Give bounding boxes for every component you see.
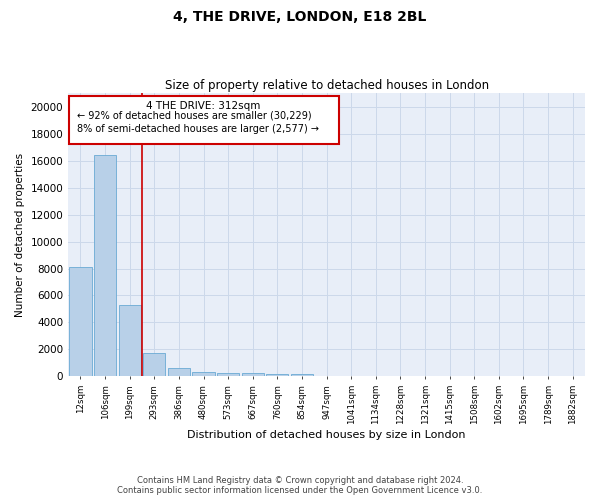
Bar: [70, 96, 339, 144]
Y-axis label: Number of detached properties: Number of detached properties: [15, 152, 25, 317]
Text: ← 92% of detached houses are smaller (30,229): ← 92% of detached houses are smaller (30…: [77, 110, 311, 120]
Text: Contains HM Land Registry data © Crown copyright and database right 2024.
Contai: Contains HM Land Registry data © Crown c…: [118, 476, 482, 495]
Bar: [242, 374, 264, 376]
Text: 8% of semi-detached houses are larger (2,577) →: 8% of semi-detached houses are larger (2…: [77, 124, 319, 134]
Text: 4 THE DRIVE: 312sqm: 4 THE DRIVE: 312sqm: [146, 102, 261, 112]
Bar: [143, 353, 166, 376]
Bar: [94, 155, 116, 376]
Bar: [266, 374, 289, 376]
Bar: [291, 374, 313, 376]
Bar: [193, 372, 215, 376]
Bar: [217, 372, 239, 376]
Bar: [168, 368, 190, 376]
X-axis label: Distribution of detached houses by size in London: Distribution of detached houses by size …: [187, 430, 466, 440]
Text: 4, THE DRIVE, LONDON, E18 2BL: 4, THE DRIVE, LONDON, E18 2BL: [173, 10, 427, 24]
Title: Size of property relative to detached houses in London: Size of property relative to detached ho…: [164, 79, 488, 92]
Bar: [119, 305, 141, 376]
Bar: [70, 267, 92, 376]
